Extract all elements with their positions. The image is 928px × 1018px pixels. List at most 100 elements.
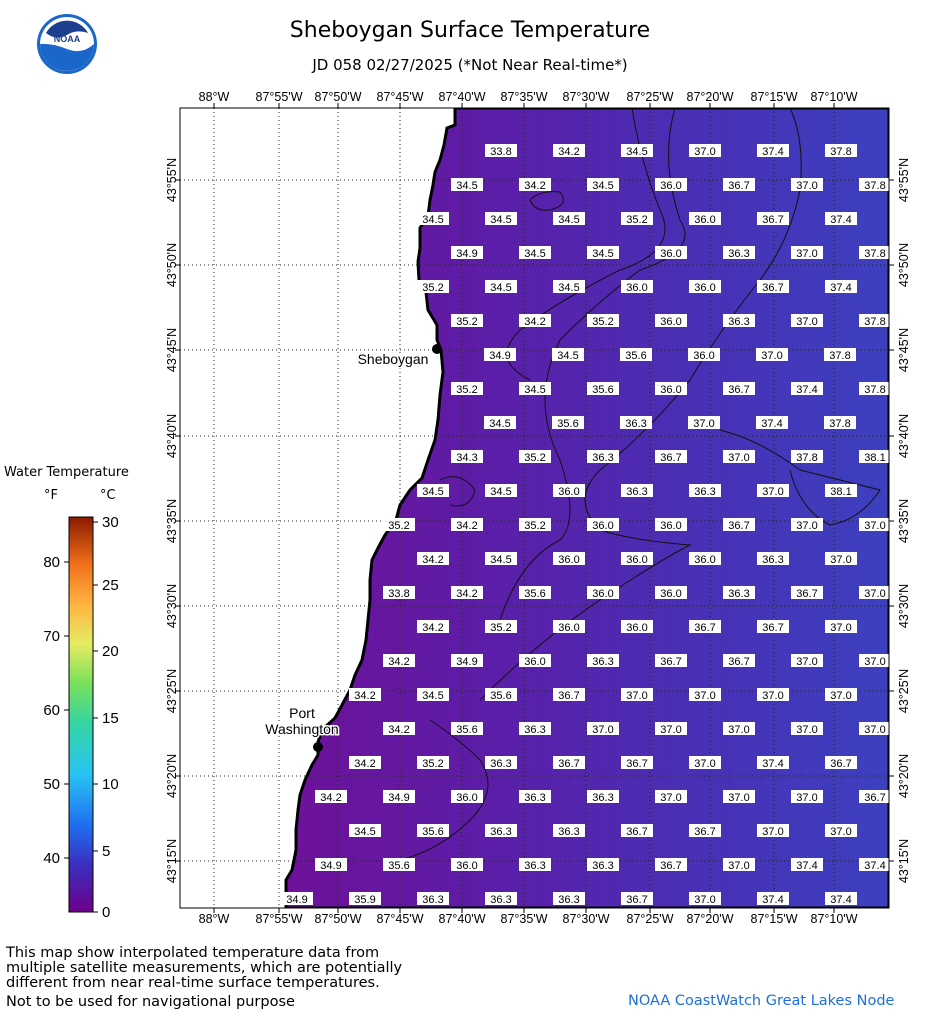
latitude-label: 43°15'N xyxy=(165,839,179,883)
svg-text:37.0: 37.0 xyxy=(830,690,851,702)
temperature-label: 37.8 xyxy=(859,178,889,192)
temperature-label: 36.0 xyxy=(621,280,653,294)
temperature-label: 36.0 xyxy=(688,348,720,362)
legend-f-tick: 50 xyxy=(43,776,60,793)
latitude-label: 43°20'N xyxy=(897,754,911,798)
latitude-label: 43°55'N xyxy=(165,158,179,202)
latitude-label: 43°25'N xyxy=(897,669,911,713)
svg-text:35.2: 35.2 xyxy=(490,622,511,634)
svg-text:37.0: 37.0 xyxy=(796,520,817,532)
svg-text:36.7: 36.7 xyxy=(830,758,851,770)
latitude-label: 43°55'N xyxy=(897,158,911,202)
temperature-label: 36.0 xyxy=(553,484,585,498)
svg-text:34.9: 34.9 xyxy=(286,894,307,906)
svg-text:36.7: 36.7 xyxy=(762,282,783,294)
legend-f-tick: 70 xyxy=(43,628,60,645)
temperature-label: 37.4 xyxy=(757,756,789,770)
svg-text:36.3: 36.3 xyxy=(558,894,579,906)
noaa-logo: NOAA xyxy=(36,13,98,75)
temperature-label: 35.6 xyxy=(485,688,517,702)
longitude-label: 87°50'W xyxy=(315,90,362,104)
svg-text:35.2: 35.2 xyxy=(626,214,647,226)
svg-text:Sheboygan: Sheboygan xyxy=(358,351,429,367)
temperature-label: 36.0 xyxy=(451,858,483,872)
svg-text:38.1: 38.1 xyxy=(864,452,885,464)
temperature-label: 36.3 xyxy=(519,790,551,804)
temperature-label: 36.3 xyxy=(485,756,517,770)
svg-text:37.8: 37.8 xyxy=(830,146,851,158)
svg-text:35.2: 35.2 xyxy=(456,384,477,396)
logo-text: NOAA xyxy=(54,34,81,44)
latitude-label: 43°30'N xyxy=(897,584,911,628)
svg-text:34.5: 34.5 xyxy=(524,384,545,396)
svg-text:36.0: 36.0 xyxy=(456,860,477,872)
svg-text:36.3: 36.3 xyxy=(694,486,715,498)
temperature-label: 36.7 xyxy=(689,824,721,838)
temperature-label: 37.4 xyxy=(859,858,889,872)
svg-text:36.7: 36.7 xyxy=(660,452,681,464)
svg-text:35.2: 35.2 xyxy=(422,282,443,294)
svg-text:35.2: 35.2 xyxy=(524,452,545,464)
temperature-label: 37.0 xyxy=(723,858,755,872)
city-marker: Sheboygan xyxy=(356,344,442,369)
temperature-label: 37.0 xyxy=(791,654,823,668)
temperature-label: 36.0 xyxy=(655,246,687,260)
longitude-label: 87°35'W xyxy=(501,90,548,104)
svg-text:36.0: 36.0 xyxy=(626,554,647,566)
temperature-label: 37.4 xyxy=(791,382,823,396)
svg-text:37.4: 37.4 xyxy=(830,282,851,294)
svg-text:34.2: 34.2 xyxy=(524,316,545,328)
temperature-label: 34.5 xyxy=(587,246,619,260)
legend-c-tick: 5 xyxy=(102,843,110,860)
svg-text:37.0: 37.0 xyxy=(728,452,749,464)
temperature-label: 37.0 xyxy=(723,722,755,736)
temperature-label: 34.3 xyxy=(451,450,483,464)
temperature-label: 35.2 xyxy=(485,620,517,634)
temperature-label: 37.0 xyxy=(791,178,823,192)
svg-text:34.5: 34.5 xyxy=(490,282,511,294)
temperature-label: 36.3 xyxy=(553,824,585,838)
credit-link[interactable]: NOAA CoastWatch Great Lakes Node xyxy=(628,993,895,1009)
temperature-label: 37.0 xyxy=(757,824,789,838)
temperature-label: 37.0 xyxy=(621,688,653,702)
temperature-label: 36.7 xyxy=(723,518,755,532)
temperature-label: 37.0 xyxy=(791,790,823,804)
temperature-label: 36.3 xyxy=(689,484,721,498)
svg-text:36.3: 36.3 xyxy=(625,418,646,430)
temperature-label: 36.7 xyxy=(723,382,755,396)
temperature-label: 36.3 xyxy=(587,790,619,804)
svg-text:35.2: 35.2 xyxy=(456,316,477,328)
svg-text:33.8: 33.8 xyxy=(388,588,409,600)
svg-text:37.0: 37.0 xyxy=(728,792,749,804)
temperature-label: 34.5 xyxy=(553,280,585,294)
svg-text:36.3: 36.3 xyxy=(558,826,579,838)
temperature-label: 37.4 xyxy=(757,144,789,158)
temperature-label: 34.5 xyxy=(552,348,584,362)
temperature-label: 36.0 xyxy=(655,518,687,532)
svg-text:37.0: 37.0 xyxy=(796,180,817,192)
svg-text:37.0: 37.0 xyxy=(694,690,715,702)
temperature-label: 37.0 xyxy=(825,688,857,702)
latitude-label: 43°50'N xyxy=(165,243,179,287)
temperature-label: 37.0 xyxy=(791,518,823,532)
svg-text:Port: Port xyxy=(289,705,315,721)
temperature-label: 37.0 xyxy=(587,722,619,736)
temperature-label: 35.2 xyxy=(417,756,449,770)
svg-text:34.2: 34.2 xyxy=(422,554,443,566)
svg-text:37.0: 37.0 xyxy=(694,146,715,158)
temperature-label: 34.5 xyxy=(485,484,517,498)
svg-text:36.0: 36.0 xyxy=(558,486,579,498)
svg-text:36.7: 36.7 xyxy=(694,826,715,838)
temperature-label: 36.7 xyxy=(757,280,789,294)
legend-unit-f: °F xyxy=(44,488,58,503)
temperature-label: 35.6 xyxy=(383,858,415,872)
longitude-label: 87°30'W xyxy=(563,90,610,104)
svg-text:34.5: 34.5 xyxy=(558,214,579,226)
temperature-label: 36.7 xyxy=(825,756,857,770)
svg-text:34.5: 34.5 xyxy=(592,180,613,192)
svg-text:36.0: 36.0 xyxy=(693,350,714,362)
svg-text:35.2: 35.2 xyxy=(422,758,443,770)
latitude-label: 43°50'N xyxy=(897,243,911,287)
legend-f-tick: 80 xyxy=(43,554,60,571)
svg-text:36.3: 36.3 xyxy=(592,452,613,464)
